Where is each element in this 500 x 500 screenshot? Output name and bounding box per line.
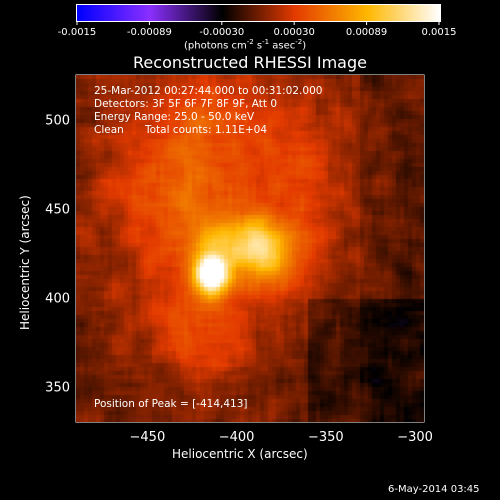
x-tick-label: −350 (308, 430, 344, 445)
x-tick-label: −400 (219, 430, 255, 445)
colorbar-tick-label: -0.0015 (58, 27, 97, 38)
chart-title: Reconstructed RHESSI Image (133, 53, 367, 72)
colorbar-tick-label: 0.00030 (274, 27, 315, 38)
y-tick-label: 350 (45, 380, 70, 395)
colorbar-tick-label: -0.00089 (127, 27, 172, 38)
annotation-counts: Total counts: 1.11E+04 (145, 124, 268, 136)
heatmap-image (76, 75, 424, 422)
colorbar-unit-label: (photons cm-2 s-1 asec-2) (184, 38, 307, 52)
y-tick-label: 400 (45, 291, 70, 306)
y-axis-label: Heliocentric Y (arcsec) (18, 195, 32, 330)
x-tick-label: −450 (130, 430, 166, 445)
annotation-time: 25-Mar-2012 00:27:44.000 to 00:31:02.000 (94, 85, 323, 97)
footer-date: 6-May-2014 03:45 (388, 484, 480, 495)
y-tick-label: 500 (45, 113, 70, 128)
annotation-method: Clean (94, 124, 124, 136)
annotation-peak: Position of Peak = [-414,413] (94, 398, 248, 410)
colorbar-tick-label: 0.0015 (422, 27, 457, 38)
x-axis-label: Heliocentric X (arcsec) (172, 447, 308, 461)
colorbar-tick-label: 0.00089 (346, 27, 387, 38)
annotation-energy: Energy Range: 25.0 - 50.0 keV (94, 111, 255, 123)
x-tick-label: −300 (397, 430, 433, 445)
colorbar (76, 4, 441, 22)
y-tick-label: 450 (45, 202, 70, 217)
colorbar-tick-label: -0.00030 (199, 27, 244, 38)
annotation-detectors: Detectors: 3F 5F 6F 7F 8F 9F, Att 0 (94, 98, 278, 110)
